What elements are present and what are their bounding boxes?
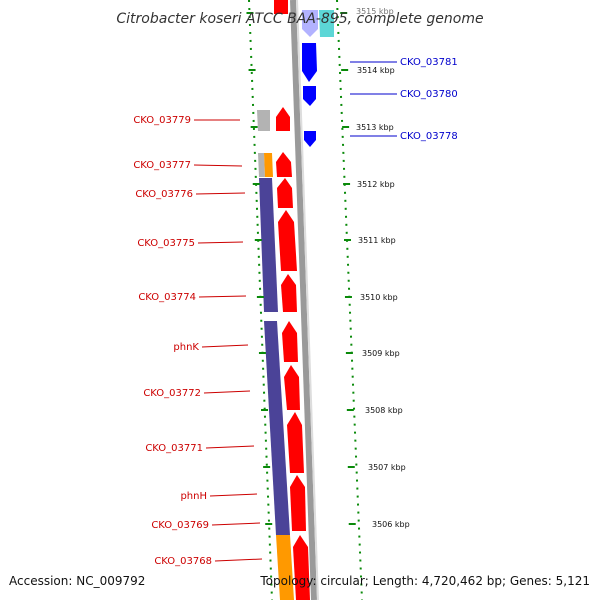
- cog-segment-orange-2: [276, 535, 294, 600]
- cog-segment-cyan: [319, 10, 334, 37]
- reverse-cds-arrow: [302, 10, 318, 37]
- reverse-cds-arrow: [304, 131, 316, 147]
- outer-dotted-track: [336, 0, 363, 600]
- kbp-label: 3507 kbp: [368, 463, 406, 472]
- kbp-label: 3506 kbp: [372, 520, 410, 529]
- kbp-label: 3512 kbp: [357, 180, 395, 189]
- forward-leader-line: [195, 192, 246, 195]
- reverse-cds-arrow: [303, 86, 316, 106]
- forward-leader-line: [205, 445, 255, 449]
- gene-label[interactable]: CKO_03776: [135, 189, 193, 200]
- forward-cds-arrow: [276, 107, 290, 131]
- cog-track: [257, 110, 294, 600]
- kbp-label: 3514 kbp: [357, 66, 395, 75]
- gene-label[interactable]: CKO_03774: [138, 292, 196, 303]
- forward-leader-line: [209, 493, 258, 497]
- gene-label[interactable]: CKO_03777: [133, 160, 191, 171]
- forward-cds-arrow: [277, 178, 293, 208]
- forward-cds-arrow: [274, 0, 288, 14]
- gene-label[interactable]: CKO_03772: [143, 388, 201, 399]
- reverse-cds-arrow: [302, 43, 317, 82]
- cog-segment-gray-small: [258, 153, 265, 177]
- reverse-gene-labels: CKO_03781 CKO_03780 CKO_03778: [400, 57, 458, 142]
- forward-cds-arrow: [287, 412, 304, 473]
- genome-backbone: [290, 0, 319, 600]
- forward-cds-arrow: [293, 535, 310, 600]
- gene-label[interactable]: CKO_03769: [151, 520, 209, 531]
- kbp-label: 3515 kbp: [356, 7, 394, 16]
- gene-label[interactable]: phnK: [173, 342, 199, 353]
- gene-label[interactable]: CKO_03780: [400, 89, 458, 100]
- kbp-label: 3509 kbp: [362, 349, 400, 358]
- forward-leader-lines: [193, 119, 263, 562]
- forward-cds-track: [274, 0, 310, 600]
- ruler-ticks: [246, 12, 356, 525]
- reverse-leader-lines: [350, 61, 397, 137]
- forward-cds-arrow: [281, 274, 297, 312]
- cog-segment-purple-2: [264, 321, 290, 535]
- kbp-label: 3511 kbp: [358, 236, 396, 245]
- accession-text: Accession: NC_009792: [9, 574, 145, 588]
- forward-leader-line: [197, 241, 244, 244]
- forward-cds-arrow: [282, 321, 298, 362]
- forward-leader-line: [211, 522, 261, 526]
- gene-label[interactable]: CKO_03768: [154, 556, 212, 567]
- forward-leader-line: [193, 164, 243, 167]
- forward-leader-line: [214, 558, 263, 562]
- reverse-cds-track: [302, 10, 334, 147]
- map-title: Citrobacter koseri ATCC BAA-895, complet…: [116, 11, 483, 27]
- gene-label[interactable]: CKO_03781: [400, 57, 458, 68]
- cog-segment-purple-1: [259, 178, 278, 312]
- cog-segment-orange: [264, 153, 273, 177]
- forward-leader-line: [203, 390, 251, 394]
- topology-text: Topology: circular; Length: 4,720,462 bp…: [259, 574, 590, 588]
- forward-gene-labels: CKO_03779 CKO_03777 CKO_03776 CKO_03775 …: [133, 115, 212, 567]
- forward-leader-line: [198, 295, 247, 298]
- gene-label[interactable]: CKO_03775: [137, 238, 195, 249]
- kbp-label: 3508 kbp: [365, 406, 403, 415]
- gene-label[interactable]: CKO_03778: [400, 131, 458, 142]
- ruler-labels: 3515 kbp 3514 kbp 3513 kbp 3512 kbp 3511…: [356, 7, 410, 529]
- kbp-label: 3510 kbp: [360, 293, 398, 302]
- forward-cds-arrow: [290, 475, 306, 531]
- forward-cds-arrow: [278, 210, 297, 271]
- gene-label[interactable]: CKO_03771: [145, 443, 203, 454]
- gene-label[interactable]: CKO_03779: [133, 115, 191, 126]
- cog-segment-gray: [257, 110, 270, 131]
- forward-leader-line: [201, 344, 249, 348]
- gene-label[interactable]: phnH: [180, 491, 207, 502]
- forward-cds-arrow: [284, 365, 300, 410]
- forward-cds-arrow: [276, 152, 292, 177]
- kbp-label: 3513 kbp: [356, 123, 394, 132]
